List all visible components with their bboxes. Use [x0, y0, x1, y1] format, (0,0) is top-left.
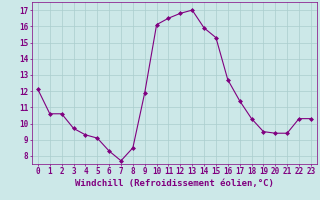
X-axis label: Windchill (Refroidissement éolien,°C): Windchill (Refroidissement éolien,°C): [75, 179, 274, 188]
